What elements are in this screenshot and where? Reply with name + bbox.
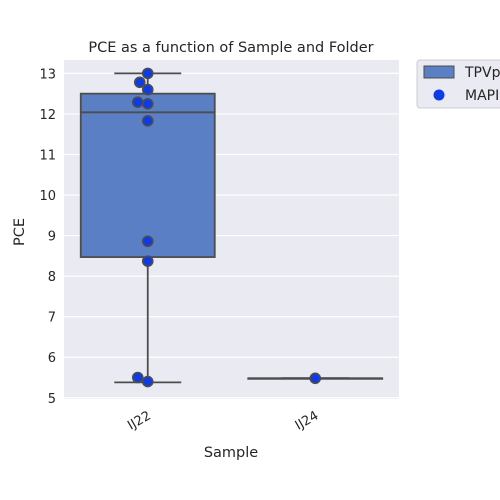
data-point bbox=[141, 83, 154, 96]
data-point bbox=[141, 97, 154, 110]
y-tick-label: 8 bbox=[48, 270, 56, 285]
x-axis-label: Sample bbox=[204, 445, 258, 461]
legend[interactable]: TPVp MAPI bbox=[416, 59, 500, 109]
y-tick-label: 9 bbox=[48, 230, 56, 245]
data-point bbox=[141, 255, 154, 267]
y-tick-label: 7 bbox=[48, 311, 56, 326]
x-tick-labels: IJ22 IJ24 bbox=[125, 408, 321, 433]
data-point bbox=[309, 372, 322, 385]
y-tick-label: 6 bbox=[48, 351, 56, 366]
data-point bbox=[141, 67, 154, 80]
y-tick-label: 11 bbox=[39, 148, 56, 163]
y-tick-label: 10 bbox=[39, 189, 56, 204]
chart-title: PCE as a function of Sample and Folder bbox=[88, 40, 373, 56]
data-point bbox=[131, 371, 144, 384]
y-tick-label: 13 bbox=[39, 67, 56, 82]
legend-box-swatch bbox=[423, 65, 455, 79]
y-tick-label: 12 bbox=[39, 108, 56, 123]
y-tick-label: 5 bbox=[48, 392, 56, 407]
legend-label-mapi: MAPI bbox=[465, 88, 499, 104]
y-axis-label: PCE bbox=[12, 218, 28, 246]
data-point bbox=[141, 115, 154, 127]
x-tick-label: IJ22 bbox=[125, 408, 153, 433]
legend-label-tpvp: TPVp bbox=[464, 65, 500, 81]
y-tick-labels: 5 6 7 8 9 10 11 12 13 bbox=[39, 67, 56, 406]
x-tick-label: IJ24 bbox=[293, 408, 321, 433]
data-point bbox=[141, 235, 154, 248]
data-point bbox=[141, 375, 154, 388]
legend-dot-swatch bbox=[433, 89, 445, 101]
data-point bbox=[131, 96, 144, 108]
data-point bbox=[133, 76, 146, 89]
data-points bbox=[131, 67, 322, 388]
